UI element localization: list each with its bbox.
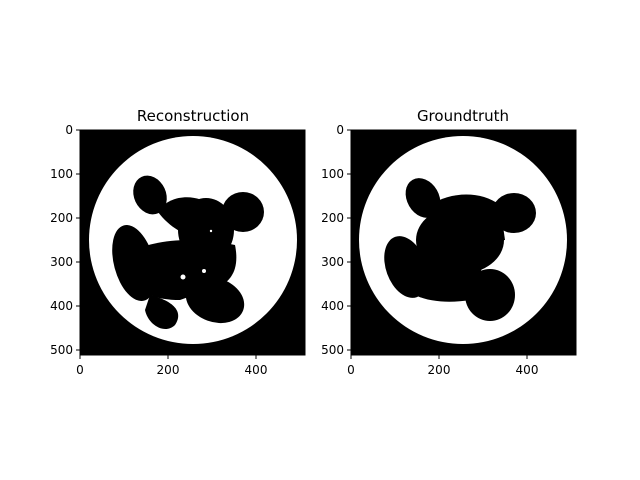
xtick-label: 400 bbox=[516, 363, 539, 377]
ytick-label: 100 bbox=[50, 167, 73, 181]
ytick-label: 0 bbox=[65, 123, 73, 137]
ytick-label: 200 bbox=[321, 211, 344, 225]
panel-title-groundtruth: Groundtruth bbox=[417, 107, 509, 125]
ytick-label: 200 bbox=[50, 211, 73, 225]
yaxis-ticks bbox=[76, 129, 80, 351]
ytick-label: 100 bbox=[321, 167, 344, 181]
xtick-label: 0 bbox=[76, 363, 84, 377]
ytick-label: 300 bbox=[50, 255, 73, 269]
axes-frame bbox=[350, 129, 577, 356]
blob bbox=[112, 175, 264, 330]
blob bbox=[384, 178, 536, 321]
ytick-label: 300 bbox=[321, 255, 344, 269]
panel-groundtruth: Groundtruth 0 100 200 bbox=[321, 107, 577, 377]
xtick-label: 200 bbox=[428, 363, 451, 377]
xaxis-ticks bbox=[79, 355, 257, 359]
image-groundtruth bbox=[351, 130, 576, 355]
xaxis-ticks bbox=[350, 355, 528, 359]
ytick-label: 0 bbox=[336, 123, 344, 137]
xtick-label: 0 bbox=[347, 363, 355, 377]
ytick-label: 500 bbox=[50, 343, 73, 357]
ytick-label: 500 bbox=[321, 343, 344, 357]
panel-reconstruction: Reconstruction bbox=[50, 107, 306, 377]
xtick-label: 400 bbox=[245, 363, 268, 377]
ytick-label: 400 bbox=[321, 299, 344, 313]
yaxis-ticks bbox=[347, 129, 351, 351]
axes-frame bbox=[79, 129, 306, 356]
ytick-label: 400 bbox=[50, 299, 73, 313]
panel-title-reconstruction: Reconstruction bbox=[137, 107, 249, 125]
image-reconstruction bbox=[80, 130, 305, 355]
xtick-label: 200 bbox=[157, 363, 180, 377]
